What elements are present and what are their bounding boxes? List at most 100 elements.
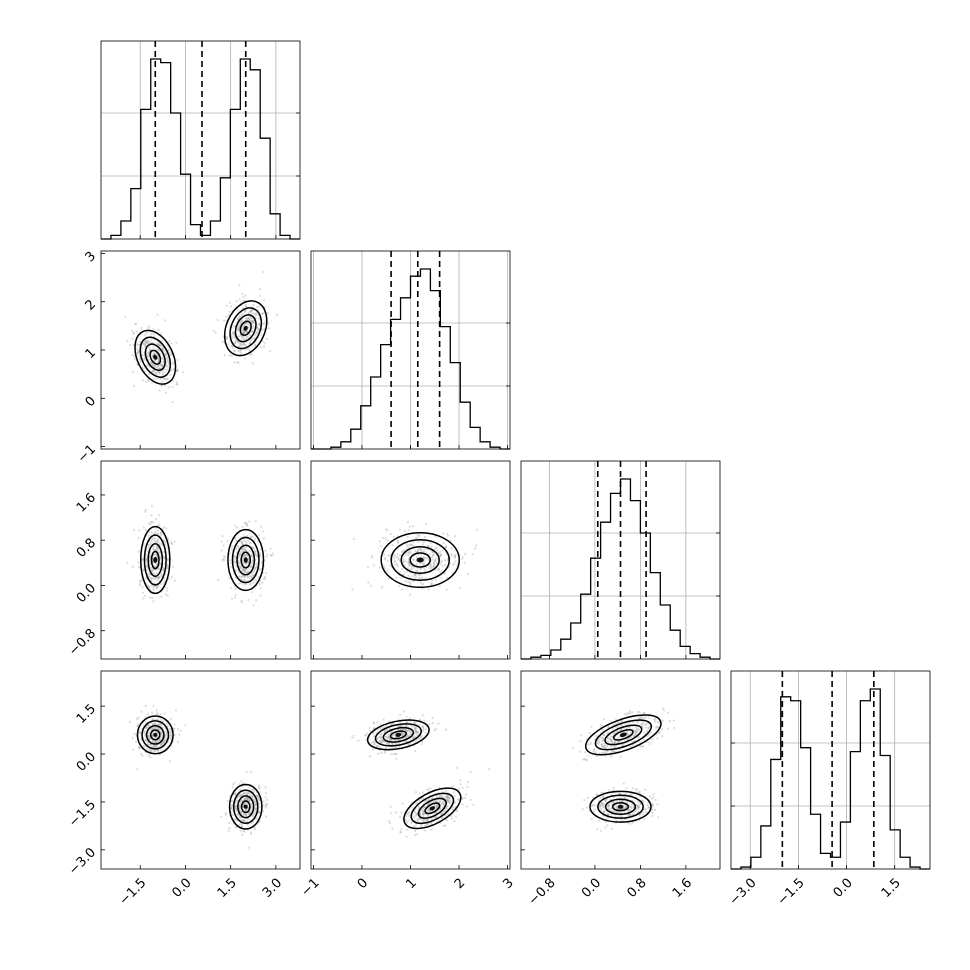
sample-point	[152, 600, 155, 603]
y-tick-label: −3.0	[66, 845, 99, 878]
sample-point	[430, 545, 433, 548]
sample-point	[220, 549, 223, 552]
sample-point	[402, 558, 405, 561]
sample-point	[170, 342, 173, 345]
sample-point	[437, 568, 440, 571]
sample-point	[141, 353, 144, 357]
sample-point	[145, 332, 148, 335]
sample-point	[145, 557, 148, 560]
sample-point	[253, 547, 256, 550]
contour-level-1	[231, 536, 260, 584]
sample-point	[241, 575, 244, 578]
sample-point	[615, 806, 618, 809]
sample-point	[161, 364, 164, 367]
sample-point	[234, 596, 237, 599]
sample-point	[241, 343, 244, 346]
sample-point	[157, 567, 160, 570]
sample-point	[642, 800, 645, 803]
sample-point	[254, 333, 257, 336]
sample-point	[464, 552, 467, 556]
panel-bg-2-0	[101, 461, 300, 659]
sample-point	[234, 557, 237, 560]
sample-point	[245, 318, 248, 321]
sample-point	[439, 563, 442, 566]
sample-point	[241, 542, 244, 545]
sample-point	[156, 529, 159, 532]
sample-point	[231, 786, 234, 789]
sample-point	[171, 565, 174, 568]
sample-point	[131, 337, 134, 340]
sample-point	[623, 712, 627, 716]
sample-point	[261, 312, 264, 315]
sample-point	[666, 711, 669, 715]
sample-point	[439, 570, 442, 573]
sample-point	[407, 819, 410, 822]
sample-point	[148, 325, 151, 328]
sample-point	[441, 532, 445, 535]
sample-point	[245, 562, 248, 565]
sample-point	[252, 581, 255, 585]
sample-point	[148, 558, 151, 561]
sample-point	[399, 815, 402, 818]
sample-point	[150, 333, 153, 336]
contour-level-3	[149, 349, 162, 365]
sample-point	[242, 535, 245, 538]
sample-point	[231, 336, 234, 339]
sample-point	[368, 755, 371, 758]
sample-point	[259, 805, 262, 809]
sample-point	[599, 796, 602, 799]
sample-point	[168, 340, 171, 343]
sample-point	[245, 330, 248, 334]
sample-point	[157, 532, 160, 536]
sample-point	[421, 582, 424, 586]
y-tick-label: 0.0	[74, 581, 99, 606]
sample-point	[449, 800, 452, 803]
sample-point	[590, 818, 593, 821]
sample-point	[382, 565, 386, 568]
sample-point	[241, 579, 245, 582]
sample-point	[151, 711, 154, 714]
sample-point	[244, 303, 247, 306]
sample-point	[164, 593, 167, 596]
sample-point	[250, 320, 253, 323]
sample-point	[251, 326, 254, 329]
sample-point	[412, 525, 415, 528]
sample-point	[145, 341, 148, 344]
sample-point	[242, 337, 245, 340]
sample-point	[167, 558, 170, 561]
sample-point	[241, 335, 244, 339]
sample-point	[161, 363, 164, 366]
sample-point	[253, 566, 256, 570]
sample-point	[386, 569, 389, 572]
x-tick-label: 1	[403, 876, 419, 892]
sample-point	[174, 709, 177, 712]
sample-point	[251, 309, 254, 312]
sample-point	[151, 370, 154, 373]
sample-point	[409, 730, 412, 733]
sample-point	[424, 728, 427, 731]
sample-point	[142, 568, 145, 571]
sample-point	[240, 601, 244, 604]
sample-point	[255, 331, 258, 335]
sample-point	[654, 798, 657, 801]
contour-level-3	[150, 550, 160, 570]
sample-point	[161, 742, 164, 745]
sample-point	[241, 550, 244, 553]
sample-point	[132, 354, 136, 357]
y-tick-label: 3	[83, 249, 99, 265]
x-tick-label: 2	[452, 876, 468, 892]
sample-point	[158, 372, 161, 375]
sample-point	[241, 313, 244, 316]
density-peak	[243, 325, 248, 331]
sample-point	[146, 355, 149, 358]
sample-point	[238, 555, 241, 558]
sample-point	[642, 738, 645, 741]
sample-point	[249, 535, 252, 538]
sample-point	[137, 561, 140, 564]
sample-point	[436, 549, 439, 552]
sample-point	[135, 717, 139, 721]
sample-point	[257, 784, 261, 787]
sample-point	[175, 369, 178, 372]
sample-point	[166, 564, 170, 568]
sample-point	[409, 732, 412, 735]
